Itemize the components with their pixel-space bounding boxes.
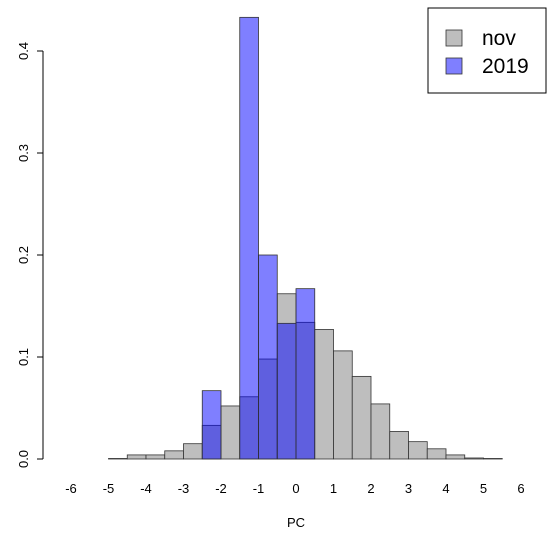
bar-nov-6 [164,450,184,460]
x-tick-label-4: -2 [215,481,227,496]
x-tick-label-8: 2 [367,481,374,496]
x-axis: -6 -5 -4 -3 -2 -1 0 1 2 3 4 5 6 PC [65,481,524,530]
bar-nov-14 [314,329,334,460]
bar-nov-21 [445,454,466,460]
bar-nov-18 [389,431,409,460]
x-tick-label-9: 3 [405,481,412,496]
bar-nov-17 [370,403,391,460]
bar-2019-4 [258,254,278,460]
bar-2019-1 [201,390,222,460]
y-tick-label-0: 0.0 [16,450,31,468]
x-tick-label-3: -3 [178,481,190,496]
x-tick-label-1: -5 [103,481,115,496]
legend-box [427,7,547,94]
bar-nov-3 [108,458,128,460]
bar-nov-22 [464,457,484,460]
x-tick-label-7: 1 [330,481,337,496]
bar-nov-4 [126,454,147,460]
y-axis: 0.0 0.1 0.2 0.3 0.4 [16,42,44,468]
bar-2019-5 [276,322,297,460]
x-tick-label-6: 0 [292,481,299,496]
y-tick-label-2: 0.2 [16,246,31,264]
x-tick-label-12: 6 [517,481,524,496]
bar-nov-23 [483,458,503,460]
bar-2019-3 [239,16,259,460]
bar-nov-5 [145,454,166,460]
x-axis-title: PC [287,515,305,530]
series-2019-bars [201,16,316,460]
bar-nov-16 [351,375,372,460]
legend-label-nov: nov [482,27,516,50]
bar-nov-9 [220,405,241,460]
legend-swatch-2019 [445,57,463,75]
x-tick-label-5: -1 [253,481,265,496]
y-tick-label-3: 0.3 [16,144,31,162]
x-tick-label-11: 5 [480,481,487,496]
bar-2019-6 [295,288,316,460]
x-tick-label-10: 4 [442,481,449,496]
x-tick-label-2: -4 [140,481,152,496]
legend-swatch-nov [445,29,463,47]
bar-nov-15 [333,350,353,460]
bar-nov-19 [408,441,428,460]
bar-nov-20 [426,448,447,460]
y-tick-label-4: 0.4 [16,42,31,60]
x-tick-label-0: -6 [65,481,77,496]
bar-nov-7 [183,443,203,460]
legend: nov 2019 [427,7,547,94]
y-tick-label-1: 0.1 [16,348,31,366]
legend-label-2019: 2019 [482,55,529,78]
